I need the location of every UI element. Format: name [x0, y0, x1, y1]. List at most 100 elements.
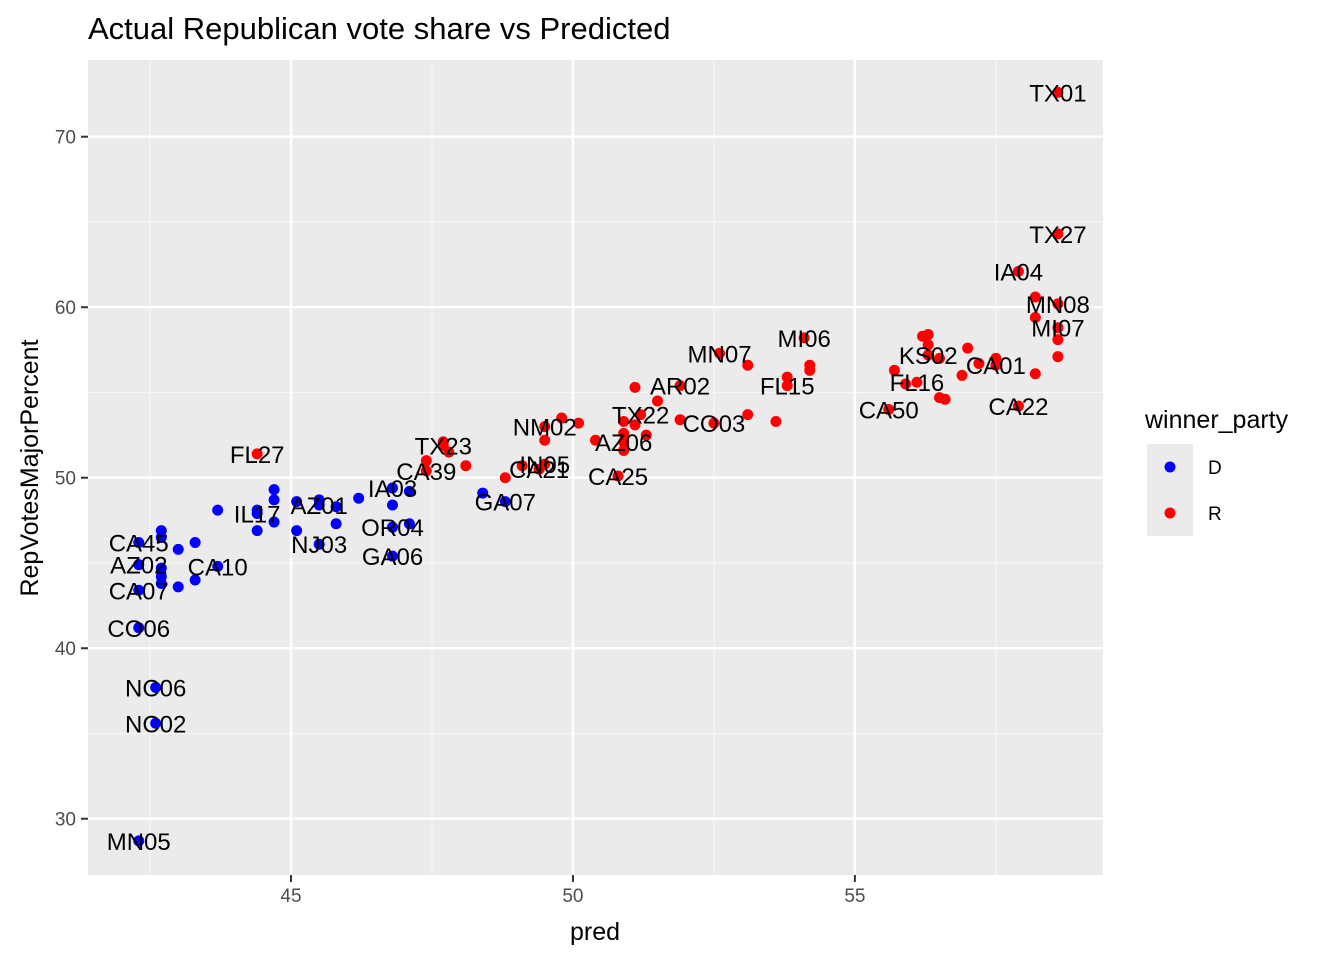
point-D [387, 499, 398, 511]
y-tick-label: 40 [55, 639, 76, 660]
point-R [618, 427, 630, 439]
point-R [460, 460, 472, 472]
point-D [313, 538, 325, 550]
point-label: CO03 [683, 411, 746, 438]
point-R [420, 455, 432, 467]
point-R [674, 380, 686, 392]
point-R [933, 352, 945, 364]
point-label: IL17 [234, 502, 281, 529]
point-R [939, 393, 951, 405]
point-D [353, 492, 365, 504]
point-R [539, 421, 551, 433]
point-label: CO06 [107, 616, 170, 643]
point-label: CA01 [966, 353, 1026, 380]
point-D [403, 485, 415, 497]
y-tick-label: 70 [55, 128, 76, 149]
point-label: MN08 [1026, 292, 1090, 319]
point-D [155, 562, 167, 574]
point-label: AZ01 [291, 493, 348, 520]
grid-lines [88, 60, 1103, 875]
point-D [403, 518, 415, 530]
axis-ticks: 45 50 55 30 40 50 60 70 [55, 128, 866, 907]
point-R [612, 470, 624, 482]
point-label: NJ03 [291, 532, 347, 559]
point-label: GA06 [362, 544, 423, 571]
point-D [212, 560, 224, 572]
data-points [133, 86, 1064, 847]
point-D [133, 622, 145, 634]
point-D [189, 537, 201, 549]
point-D [133, 584, 145, 596]
legend-title: winner_party [1144, 406, 1289, 434]
point-label: NM02 [513, 415, 577, 442]
legend-key-dot [1164, 507, 1176, 519]
legend-keys: DR [1147, 444, 1222, 536]
y-axis-title: RepVotesMajorPercent [16, 339, 44, 596]
point-D [212, 504, 224, 516]
point-R [922, 329, 934, 341]
point-R [539, 434, 551, 446]
point-label: CA45 [109, 531, 169, 558]
point-label: AR02 [650, 374, 710, 401]
point-D [268, 494, 280, 506]
point-D [477, 487, 489, 499]
point-D [133, 537, 145, 549]
point-R [1052, 86, 1064, 98]
point-R [590, 434, 601, 446]
point-R [1029, 311, 1041, 323]
point-D [313, 494, 325, 506]
point-D [150, 681, 162, 693]
point-D [251, 525, 263, 537]
point-R [1052, 334, 1064, 346]
point-R [420, 465, 432, 477]
point-D [387, 521, 398, 533]
legend-label: D [1208, 458, 1222, 479]
plot-panel [88, 60, 1103, 875]
point-label: FL27 [230, 442, 285, 469]
point-D [330, 501, 342, 513]
point-R [443, 446, 455, 458]
point-D [155, 531, 167, 543]
point-R [1012, 265, 1024, 277]
point-D [155, 577, 167, 589]
point-R [533, 463, 545, 475]
point-R [883, 404, 895, 416]
point-R [1029, 291, 1041, 303]
y-tick-label: 30 [55, 810, 76, 831]
legend-label: R [1208, 504, 1222, 525]
point-D [330, 518, 342, 530]
point-R [742, 359, 754, 371]
point-label: IN05 [519, 452, 570, 479]
point-R [990, 352, 1002, 364]
point-label: CA21 [509, 457, 569, 484]
x-axis-title: pred [570, 918, 620, 946]
point-R [911, 376, 923, 388]
point-label: AZ02 [110, 553, 167, 580]
point-label: IA04 [994, 259, 1043, 286]
legend-key-dot [1164, 461, 1176, 473]
point-label: MI06 [777, 326, 830, 353]
point-D [291, 525, 303, 537]
point-R [1052, 228, 1064, 240]
point-D [251, 504, 263, 516]
point-label: CA39 [396, 459, 456, 486]
point-R [618, 444, 630, 456]
point-R [573, 417, 585, 429]
point-D [291, 496, 303, 508]
point-R [922, 349, 934, 361]
x-tick-label: 55 [844, 886, 865, 907]
point-label: OR04 [361, 515, 424, 542]
point-label: CA50 [859, 398, 919, 425]
point-R [251, 448, 263, 460]
x-tick-label: 45 [280, 886, 301, 907]
point-R [629, 381, 641, 393]
point-R [652, 395, 664, 407]
point-R [437, 436, 449, 448]
point-D [499, 496, 511, 508]
point-R [922, 339, 934, 351]
point-label: CA10 [188, 554, 248, 581]
point-label: NC06 [125, 675, 186, 702]
point-R [956, 369, 968, 381]
